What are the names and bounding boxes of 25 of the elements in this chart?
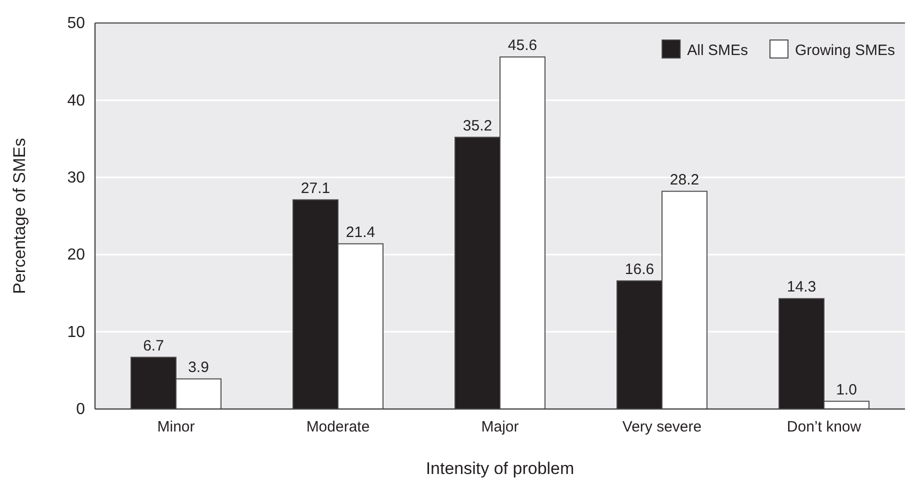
x-tick-label: Very severe [622,418,702,436]
y-tick-label: 0 [76,401,86,418]
data-label: 27.1 [300,180,330,197]
x-tick-label: Minor [157,418,195,436]
data-label: 28.2 [670,171,700,188]
y-tick-label: 20 [67,246,86,264]
x-axis-title: Intensity of problem [426,459,574,478]
data-label: 14.3 [786,278,816,296]
y-tick-label: 40 [67,92,86,110]
y-tick-label: 30 [67,170,86,187]
data-label: 45.6 [508,36,538,54]
data-label: 3.9 [188,358,209,376]
y-tick-label: 50 [67,15,86,32]
legend-label: Growing SMEs [794,42,895,59]
x-tick-label: Major [481,418,519,436]
data-label: 1.0 [836,381,857,398]
y-axis-title: Percentage of SMEs [10,138,29,294]
x-tick-label: Don’t know [786,418,862,436]
y-tick-label: 10 [67,324,86,341]
data-label: 21.4 [346,224,376,241]
x-tick-label: Moderate [306,418,370,436]
data-label: 16.6 [624,260,654,278]
data-label: 6.7 [143,337,164,354]
data-label: 35.2 [462,117,492,134]
legend-label: All SMEs [687,42,748,59]
